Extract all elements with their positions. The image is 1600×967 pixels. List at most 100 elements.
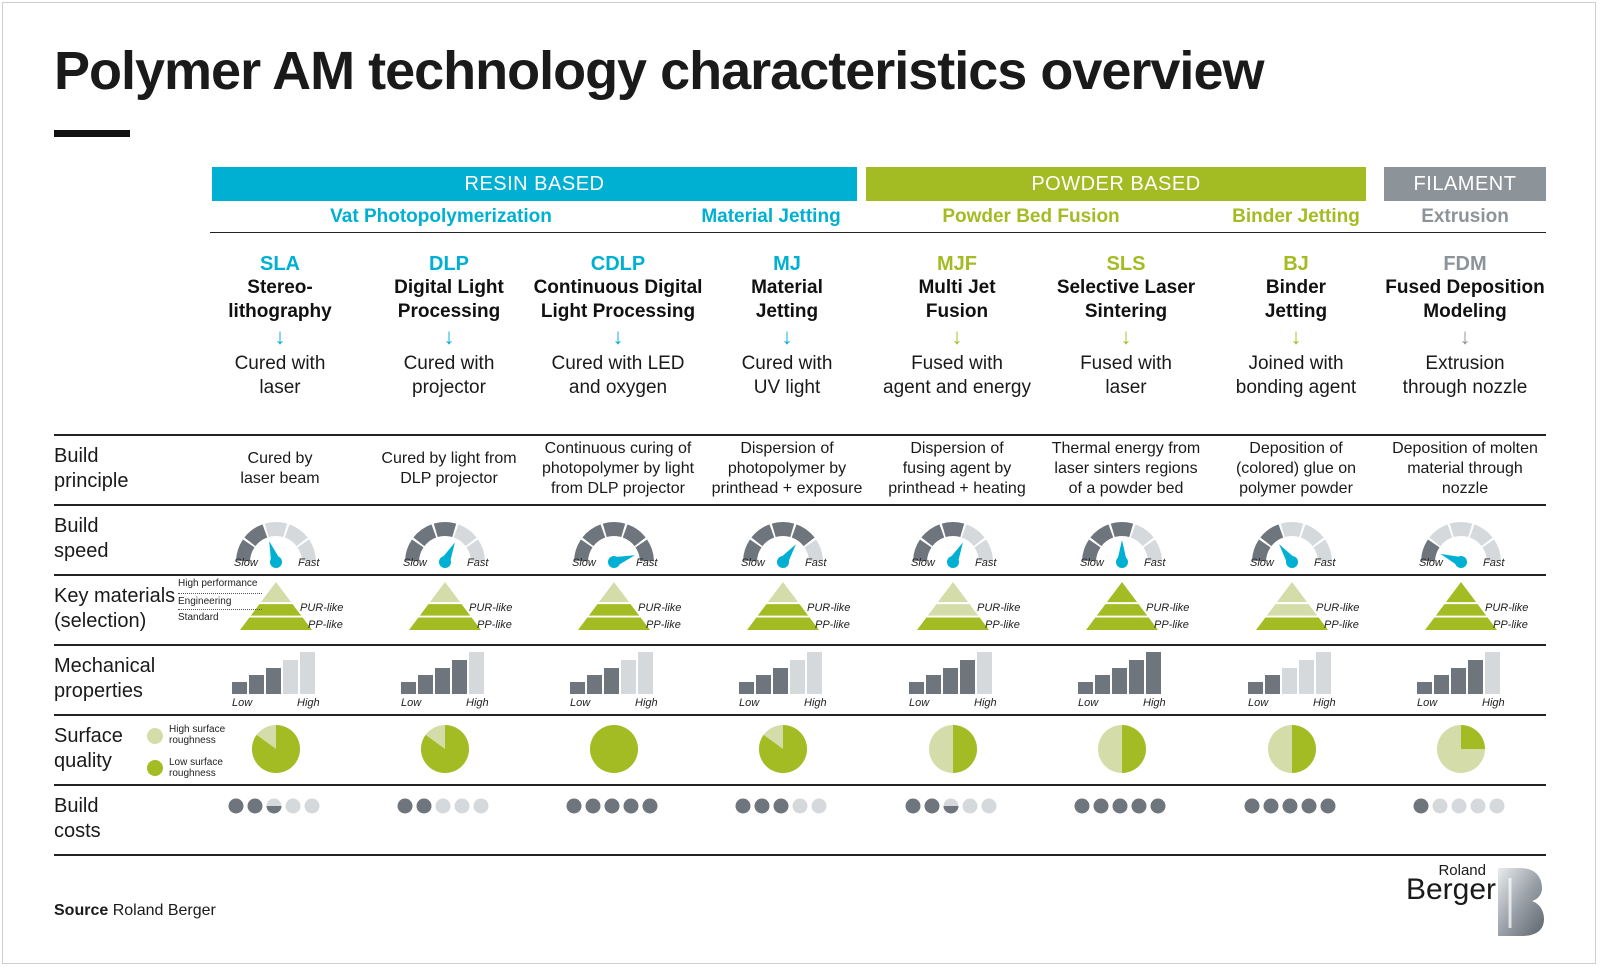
cost-dot [566, 798, 582, 814]
tech-description: Cured with LED and oxygen [551, 353, 685, 398]
gauge-label-slow: Slow [234, 557, 259, 569]
cost-dot [924, 798, 940, 814]
cost-dot [981, 798, 997, 814]
tech-name: Selective Laser Sintering [1056, 277, 1196, 322]
tech-name: Digital Light Processing [394, 277, 504, 322]
pyramid-tier [1276, 582, 1308, 603]
mech-label-high: High [297, 697, 320, 709]
gauge-segment [743, 539, 762, 562]
mechanical-bars-mj [739, 652, 822, 694]
material-label-pp: PP-like [477, 619, 512, 631]
mech-label-low: Low [570, 697, 591, 709]
tech-description: Joined with bonding agent [1235, 353, 1357, 398]
material-label-pur: PUR-like [807, 602, 850, 614]
mech-bar [739, 682, 754, 694]
cost-dot [1413, 798, 1429, 814]
surface-pie-mj [759, 725, 808, 773]
source-text: Roland Berger [112, 902, 216, 919]
mech-bar [960, 660, 975, 694]
pyramid-tier [917, 617, 989, 630]
cost-dots-fdm [1413, 798, 1505, 814]
cost-dot [247, 798, 263, 814]
mech-bar [1485, 652, 1500, 694]
pyramid-tier [240, 617, 312, 630]
gauge-segment [1143, 539, 1162, 562]
mech-label-high: High [804, 697, 827, 709]
material-label-pur: PUR-like [1146, 602, 1189, 614]
build-principle-dlp: Cured by light from DLP projector [381, 450, 517, 487]
mech-bar [1078, 682, 1093, 694]
cost-dots-sls [1074, 798, 1166, 814]
tech-name: Stereo-lithography [228, 277, 332, 322]
build-principle-mj: Dispersion of photopolymer by printhead + … [711, 440, 863, 497]
gauge-segment [1313, 539, 1332, 562]
speed-gauge-fdm [1421, 522, 1501, 568]
mech-label-high: High [635, 697, 658, 709]
gauge-needle [1117, 540, 1127, 562]
gauge-label-fast: Fast [1144, 557, 1166, 569]
gauge-segment [1300, 524, 1324, 547]
mech-bar [435, 668, 450, 694]
tech-description: Cured with projector [403, 353, 495, 398]
mech-bar [638, 652, 653, 694]
mechanical-bars-cdlp [570, 652, 653, 694]
cost-dot [604, 798, 620, 814]
pyramid-tier [747, 617, 819, 630]
gauge-segment [635, 539, 654, 562]
gauge-label-fast: Fast [467, 557, 489, 569]
gauge-segment [1421, 539, 1440, 562]
build-principle-cdlp: Continuous curing of photopolymer by ligh… [541, 440, 695, 497]
down-arrow-icon: ↓ [443, 324, 455, 349]
tech-header-dlp: DLP Digital Light Processing ↓ Cured with pro… [364, 252, 534, 400]
pie-slice [252, 725, 300, 773]
cost-dots-mjf [905, 798, 997, 814]
pyramid-tier [757, 604, 809, 616]
gauge-hub [439, 556, 451, 568]
cost-dot [1093, 798, 1109, 814]
legend-dotted-line [178, 593, 262, 594]
mech-bar [401, 682, 416, 694]
mech-bar [249, 675, 264, 694]
speed-gauge-cdlp [574, 521, 654, 568]
gauge-label-fast: Fast [975, 557, 997, 569]
surface-pie-fdm [1437, 725, 1485, 773]
mech-bar [283, 660, 298, 694]
mechanical-bars-fdm [1417, 652, 1500, 694]
pie-slice [1122, 725, 1146, 773]
tech-description: Fused with agent and energy [883, 353, 1031, 398]
cost-dot [623, 798, 639, 814]
row-divider [54, 504, 1546, 506]
cost-dots-bj [1244, 798, 1336, 814]
row-divider [54, 644, 1546, 646]
cost-dot [1244, 798, 1260, 814]
mech-bar [232, 682, 247, 694]
tech-description: Cured with laser [234, 353, 326, 398]
material-legend-1: Engineering [178, 596, 232, 607]
pyramid-tier [409, 617, 481, 630]
mech-bar [300, 652, 315, 694]
tech-description: Cured with UV light [741, 353, 833, 398]
cost-dot [1112, 798, 1128, 814]
mechanical-bars-mjf [909, 652, 992, 694]
mech-bar [1146, 652, 1161, 694]
mech-bar [909, 682, 924, 694]
cost-dot [304, 798, 320, 814]
gauge-segment [297, 539, 316, 562]
mech-label-low: Low [232, 697, 253, 709]
tech-name: Binder Jetting [1264, 277, 1328, 322]
tech-name: Continuous Digital Light Processing [533, 277, 703, 322]
surface-pie-mjf [929, 725, 977, 773]
down-arrow-icon: ↓ [781, 324, 793, 349]
material-label-pp: PP-like [1493, 619, 1528, 631]
tech-header-sls: SLS Selective Laser Sintering ↓ Fused with la… [1041, 252, 1211, 400]
mech-label-high: High [974, 697, 997, 709]
mech-label-high: High [1482, 697, 1505, 709]
surface-legend-low: Low surface roughness [169, 757, 223, 779]
mech-bar [621, 660, 636, 694]
gauge-segment [1429, 524, 1453, 547]
cost-dot [735, 798, 751, 814]
mechanical-bars-dlp [401, 652, 484, 694]
gauge-label-slow: Slow [741, 557, 766, 569]
mech-bar [570, 682, 585, 694]
gauge-segment [1449, 522, 1473, 538]
